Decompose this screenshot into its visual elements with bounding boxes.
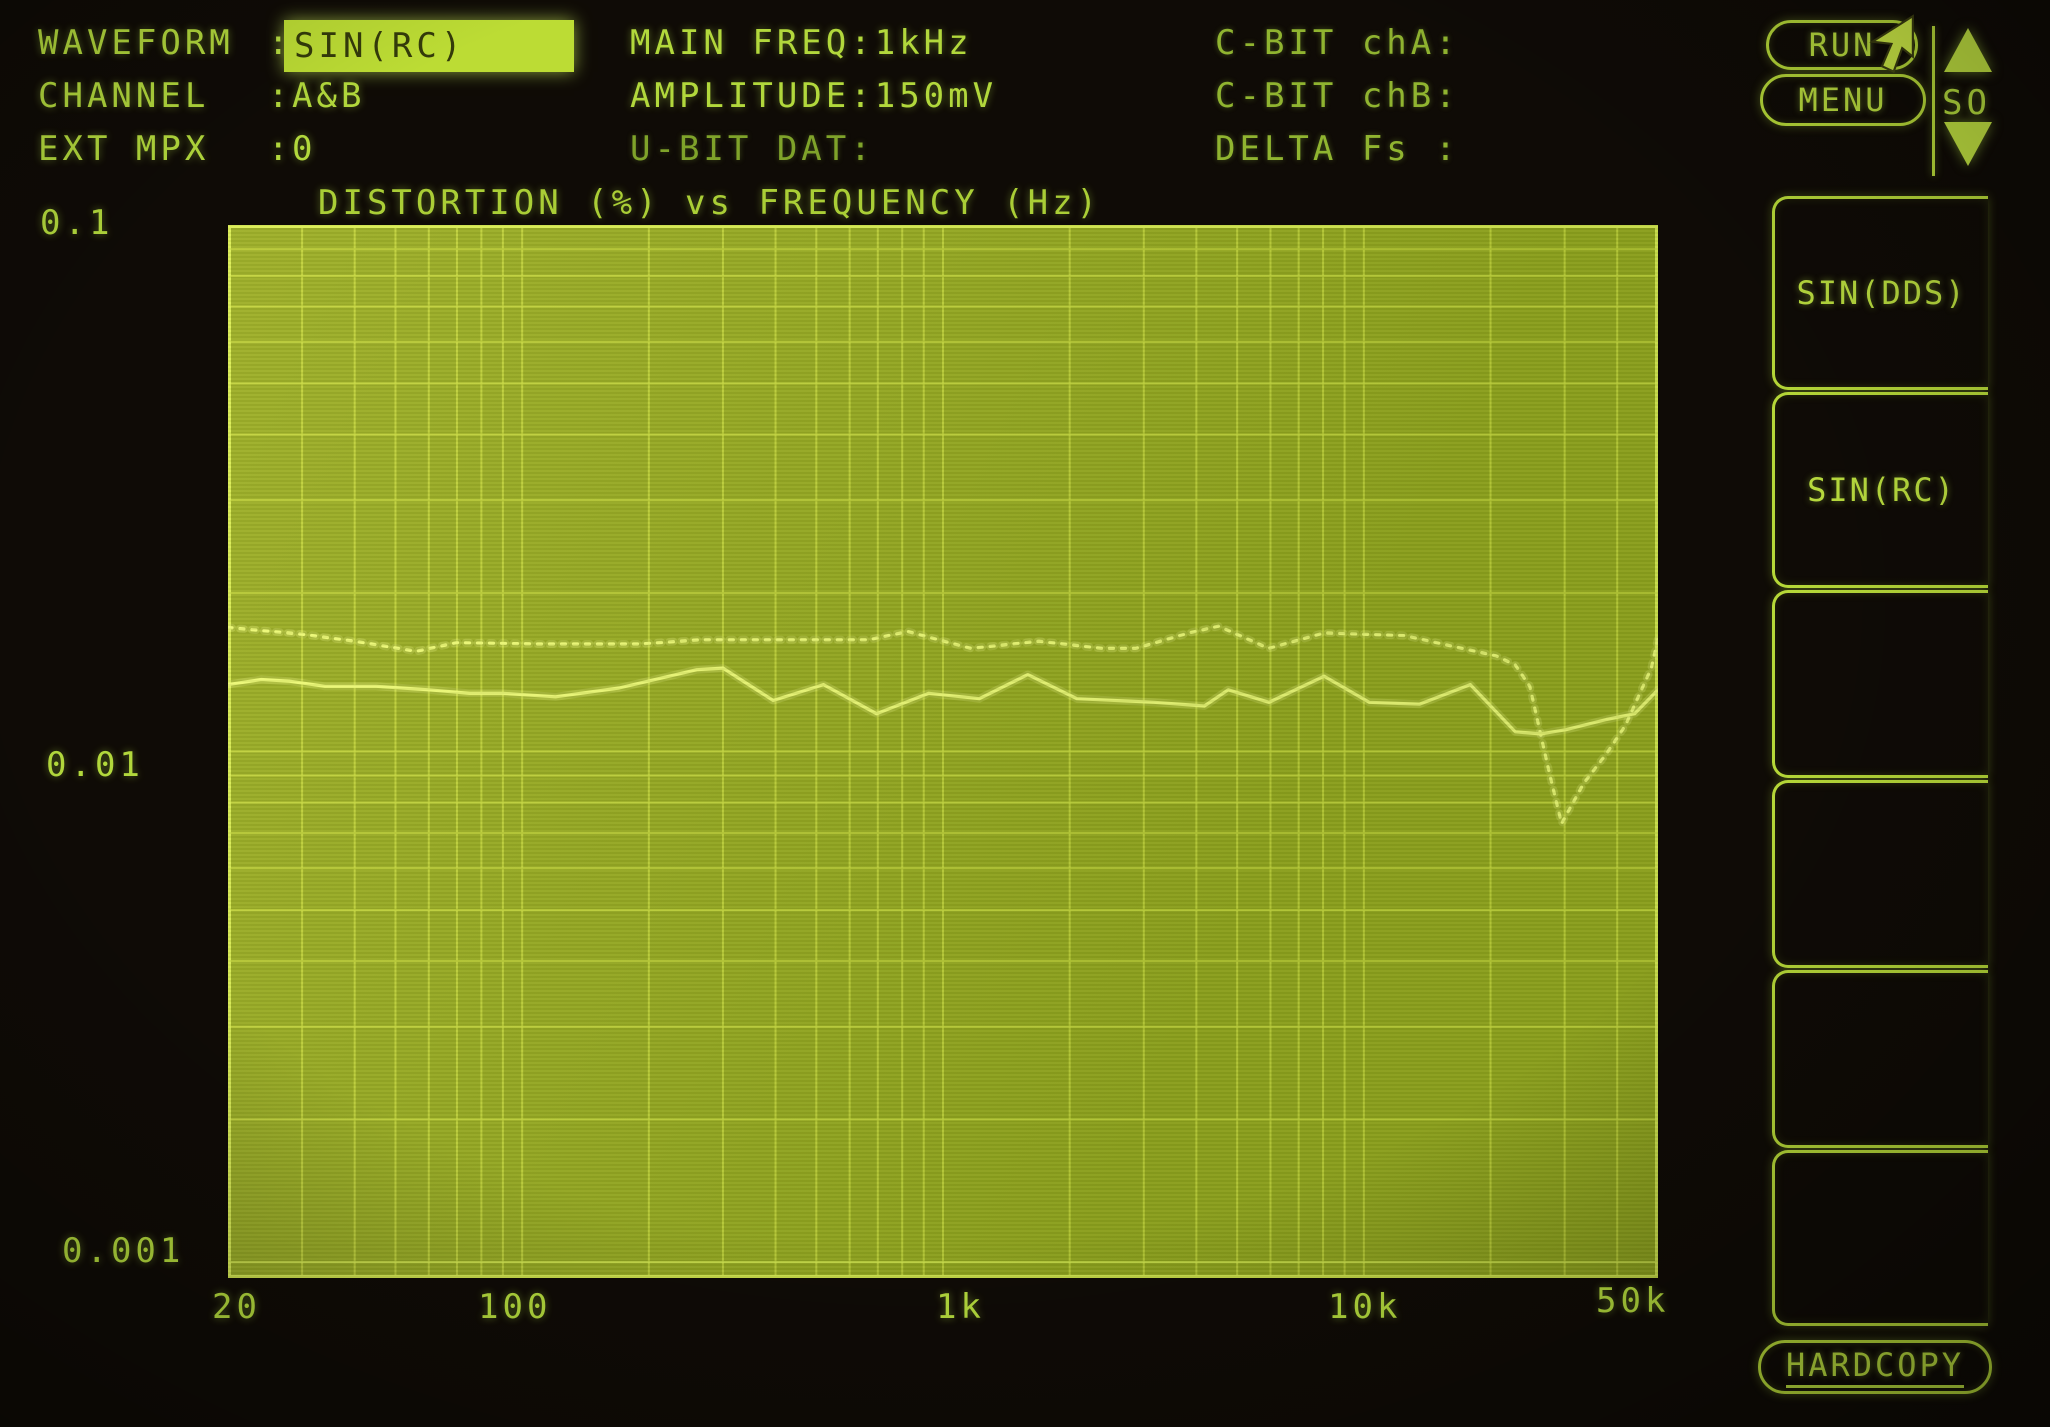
- cbit-chb-field: C-BIT chB:: [1215, 73, 1460, 119]
- delta-fs-colon: :: [1410, 129, 1460, 169]
- ext-mpx-label: EXT MPX: [38, 129, 210, 169]
- amplitude-field[interactable]: AMPLITUDE:150mV: [630, 73, 997, 119]
- softkey-4[interactable]: [1772, 780, 1988, 968]
- channel-label: CHANNEL: [38, 76, 210, 116]
- delta-fs-field: DELTA Fs :: [1215, 126, 1460, 172]
- softkey-sin-rc[interactable]: SIN(RC): [1772, 392, 1988, 588]
- ubit-dat-colon: :: [850, 129, 875, 169]
- menu-button-label: MENU: [1798, 81, 1888, 119]
- y-tick-0.001: 0.001: [62, 1231, 185, 1271]
- menu-button[interactable]: MENU: [1760, 74, 1926, 126]
- channel-value[interactable]: A&B: [292, 76, 366, 116]
- cbit-chb-colon: :: [1435, 76, 1460, 116]
- softkey-sin-dds[interactable]: SIN(DDS): [1772, 196, 1988, 390]
- waveform-value: SIN(RC): [294, 26, 466, 66]
- main-freq-label: MAIN FREQ: [630, 23, 851, 63]
- x-tick-20: 20: [212, 1287, 261, 1327]
- waveform-colon: :: [268, 23, 293, 63]
- x-tick-10k: 10k: [1328, 1287, 1402, 1327]
- scroll-down-icon[interactable]: [1944, 122, 1992, 166]
- delta-fs-label: DELTA Fs: [1215, 129, 1411, 169]
- softkey-sin-rc-label: SIN(RC): [1807, 471, 1956, 509]
- cursor-pointer-icon: [1869, 14, 1914, 74]
- hardcopy-button-label: HARDCOPY: [1785, 1346, 1965, 1388]
- cbit-cha-field: C-BIT chA:: [1215, 20, 1460, 66]
- cbit-cha-label: C-BIT chA: [1215, 23, 1436, 63]
- x-tick-1k: 1k: [936, 1287, 985, 1327]
- run-button[interactable]: RUN: [1766, 20, 1918, 70]
- softkey-6[interactable]: [1772, 1150, 1988, 1326]
- amplitude-label: AMPLITUDE: [630, 76, 851, 116]
- main-freq-colon: :: [850, 23, 875, 63]
- softkey-5[interactable]: [1772, 970, 1988, 1148]
- x-tick-50k: 50k: [1596, 1281, 1670, 1321]
- cbit-chb-label: C-BIT chB: [1215, 76, 1436, 116]
- distortion-plot: [224, 224, 1662, 1279]
- ext-mpx-value[interactable]: 0: [292, 129, 317, 169]
- waveform-label: WAVEFORM: [38, 23, 234, 63]
- cbit-cha-colon: :: [1435, 23, 1460, 63]
- channel-colon: :: [268, 76, 293, 116]
- ubit-dat-field: U-BIT DAT:: [630, 126, 875, 172]
- rail-divider: [1932, 26, 1935, 176]
- run-button-label: RUN: [1808, 26, 1876, 64]
- ubit-dat-label: U-BIT DAT: [630, 129, 851, 169]
- main-freq-value: 1kHz: [874, 23, 973, 63]
- scroll-up-icon[interactable]: [1944, 28, 1992, 72]
- chart-title: DISTORTION (%) vs FREQUENCY (Hz): [318, 183, 1102, 223]
- hardcopy-button[interactable]: HARDCOPY: [1758, 1340, 1992, 1394]
- ext-mpx-colon: :: [268, 129, 293, 169]
- y-tick-0.1: 0.1: [40, 203, 114, 243]
- softkey-sin-dds-label: SIN(DDS): [1796, 274, 1967, 312]
- x-tick-100: 100: [478, 1287, 552, 1327]
- main-freq-field[interactable]: MAIN FREQ:1kHz: [630, 20, 973, 66]
- amplitude-value: 150mV: [874, 76, 998, 116]
- waveform-value-field[interactable]: SIN(RC): [284, 20, 574, 72]
- amplitude-colon: :: [850, 76, 875, 116]
- y-tick-0.01: 0.01: [46, 745, 144, 785]
- softkey-3[interactable]: [1772, 590, 1988, 778]
- so-indicator: SO: [1942, 83, 1991, 123]
- distortion-plot-canvas: [224, 224, 1662, 1279]
